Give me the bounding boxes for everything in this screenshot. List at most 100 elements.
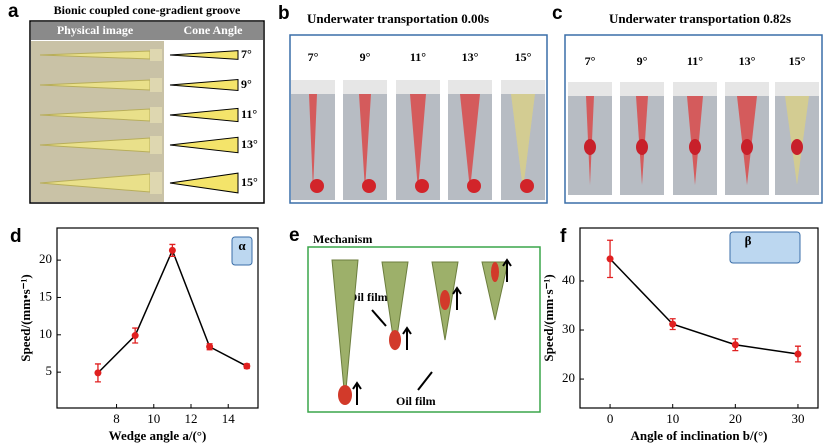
y-axis-label: Speed/(mm•s⁻¹) — [18, 274, 33, 362]
angle-label: 9° — [360, 50, 371, 64]
angle-label: 11° — [687, 54, 703, 68]
photo-top — [291, 80, 335, 94]
photo-top — [775, 82, 819, 96]
cone-base — [150, 49, 162, 61]
droplet — [741, 139, 753, 155]
data-point — [669, 320, 677, 328]
y-tick-label: 20 — [562, 370, 575, 385]
angle-label: 15° — [789, 54, 806, 68]
panel-title: Underwater transportation 0.00s — [307, 11, 489, 26]
plot-frame — [56, 227, 259, 409]
droplet — [415, 179, 429, 193]
angle-label: 11° — [241, 107, 257, 121]
x-tick-label: 30 — [791, 411, 804, 426]
photo-top — [396, 80, 440, 94]
droplet — [689, 139, 701, 155]
cone — [511, 94, 535, 190]
droplet — [791, 139, 803, 155]
inset-label: β — [745, 233, 752, 248]
panel-label: c — [552, 3, 563, 24]
angle-label: 11° — [410, 50, 426, 64]
panel-label: d — [10, 226, 22, 247]
data-line — [97, 248, 248, 374]
cone-diagram — [169, 172, 239, 194]
x-tick-label: 10 — [147, 411, 160, 426]
droplet — [636, 139, 648, 155]
plot-frame — [579, 227, 819, 409]
x-axis-label: Wedge angle a/(°) — [109, 428, 207, 443]
cone — [460, 94, 480, 190]
angle-label: 7° — [585, 54, 596, 68]
angle-label: 13° — [462, 50, 479, 64]
data-line — [609, 258, 799, 355]
cone — [381, 261, 409, 351]
photo-top — [448, 80, 492, 94]
annotation: Oil film — [348, 290, 388, 304]
x-axis-label: Angle of inclination b/(°) — [630, 428, 767, 443]
data-point — [731, 341, 739, 349]
data-point — [94, 369, 102, 377]
pointer — [371, 309, 387, 327]
panel-label: b — [278, 3, 290, 24]
data-point — [794, 350, 802, 358]
droplet — [362, 179, 376, 193]
panel-title: Bionic coupled cone-gradient groove — [54, 3, 241, 17]
panel-label: f — [560, 226, 567, 247]
cone — [331, 259, 359, 401]
cone — [359, 94, 371, 190]
x-tick-label: 10 — [666, 411, 679, 426]
y-tick-label: 30 — [562, 321, 575, 336]
photo-top — [568, 82, 612, 96]
panel-label: a — [8, 1, 19, 22]
cone-base — [150, 172, 162, 194]
droplet — [389, 330, 401, 350]
column-header: Physical image — [57, 23, 134, 37]
cone-diagram — [169, 50, 239, 60]
angle-label: 7° — [308, 50, 319, 64]
droplet — [520, 179, 534, 193]
data-point — [206, 343, 214, 351]
y-tick-label: 15 — [39, 288, 52, 303]
panel-title: Underwater transportation 0.82s — [609, 11, 791, 26]
arrow — [452, 286, 462, 310]
cone-diagram — [169, 78, 239, 92]
cone — [309, 94, 317, 190]
x-tick-label: 20 — [729, 411, 742, 426]
photo-top — [501, 80, 545, 94]
angle-label: 15° — [515, 50, 532, 64]
angle-label: 7° — [241, 47, 252, 61]
cone-base — [150, 107, 162, 123]
cone — [410, 94, 426, 190]
y-tick-label: 40 — [562, 272, 575, 287]
angle-label: 13° — [739, 54, 756, 68]
inset — [231, 236, 253, 266]
cone-diagram — [169, 107, 239, 123]
panel-label: e — [289, 225, 300, 246]
arrow — [502, 258, 512, 282]
y-tick-label: 5 — [46, 363, 53, 378]
y-tick-label: 20 — [39, 251, 52, 266]
data-point — [168, 246, 176, 254]
x-tick-label: 0 — [607, 411, 614, 426]
cone-base — [150, 78, 162, 92]
angle-label: 9° — [637, 54, 648, 68]
droplet — [491, 262, 499, 282]
angle-label: 13° — [241, 137, 258, 151]
photo-top — [620, 82, 664, 96]
photo-top — [673, 82, 717, 96]
cone-base — [150, 136, 162, 154]
inset — [729, 231, 801, 264]
y-axis-label: Speed/(mm·s⁻¹) — [541, 274, 556, 361]
annotation: Oil film — [396, 394, 436, 408]
inset-label: α — [238, 238, 246, 253]
droplet — [310, 179, 324, 193]
x-tick-label: 12 — [185, 411, 198, 426]
pointer — [417, 371, 433, 391]
data-point — [606, 255, 614, 263]
data-point — [243, 362, 251, 370]
arrow — [402, 326, 412, 350]
header-bar — [31, 22, 263, 40]
x-tick-label: 14 — [222, 411, 236, 426]
angle-label: 9° — [241, 77, 252, 91]
x-tick-label: 8 — [113, 411, 120, 426]
